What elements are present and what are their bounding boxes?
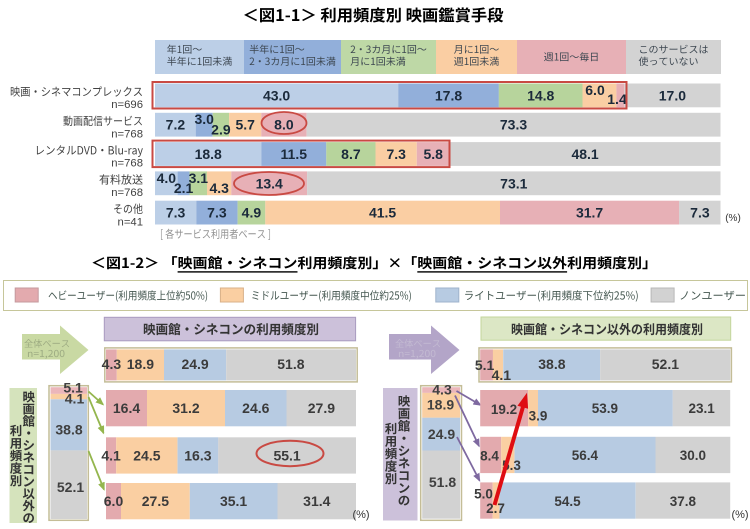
svg-text:n=768: n=768 xyxy=(111,187,143,199)
svg-text:54.5: 54.5 xyxy=(554,494,581,509)
svg-text:6.0: 6.0 xyxy=(104,493,124,509)
svg-text:4.9: 4.9 xyxy=(242,205,262,221)
svg-text:5.0: 5.0 xyxy=(474,487,493,502)
svg-text:7.3: 7.3 xyxy=(386,146,406,162)
svg-text:27.9: 27.9 xyxy=(308,400,335,416)
svg-text:18.9: 18.9 xyxy=(427,397,454,413)
svg-text:2.9: 2.9 xyxy=(211,121,231,137)
svg-text:7.2: 7.2 xyxy=(166,117,186,133)
svg-text:38.8: 38.8 xyxy=(538,356,565,372)
svg-text:11.5: 11.5 xyxy=(281,146,308,162)
svg-text:(%): (%) xyxy=(725,213,741,224)
svg-text:6.0: 6.0 xyxy=(585,82,605,98)
svg-text:48.1: 48.1 xyxy=(571,146,598,162)
svg-text:8.7: 8.7 xyxy=(341,146,361,162)
svg-text:5.1: 5.1 xyxy=(63,380,83,396)
svg-text:52.1: 52.1 xyxy=(652,356,679,372)
svg-text:7.3: 7.3 xyxy=(166,205,186,221)
svg-text:4.3: 4.3 xyxy=(209,180,229,196)
svg-text:16.3: 16.3 xyxy=(184,447,211,463)
svg-text:4.1: 4.1 xyxy=(101,447,121,463)
svg-text:3.0: 3.0 xyxy=(194,111,214,127)
svg-text:16.4: 16.4 xyxy=(113,400,140,416)
svg-text:n=768: n=768 xyxy=(111,128,143,140)
svg-text:51.8: 51.8 xyxy=(429,474,456,490)
svg-text:8.0: 8.0 xyxy=(274,117,294,133)
svg-text:31.7: 31.7 xyxy=(576,205,603,221)
svg-text:13.4: 13.4 xyxy=(256,175,283,191)
svg-text:8.4: 8.4 xyxy=(480,449,499,464)
svg-text:35.1: 35.1 xyxy=(220,493,247,509)
svg-text:27.5: 27.5 xyxy=(142,493,169,509)
svg-text:73.3: 73.3 xyxy=(500,117,527,133)
svg-text:1.4: 1.4 xyxy=(607,91,627,107)
svg-text:37.8: 37.8 xyxy=(670,494,697,509)
svg-text:18.8: 18.8 xyxy=(195,146,222,162)
svg-text:14.8: 14.8 xyxy=(527,87,554,103)
svg-text:7.3: 7.3 xyxy=(690,205,710,221)
svg-text:3.1: 3.1 xyxy=(189,170,209,186)
svg-text:4.3: 4.3 xyxy=(102,356,122,372)
svg-text:24.5: 24.5 xyxy=(133,447,160,463)
svg-text:2.7: 2.7 xyxy=(486,501,505,516)
svg-text:n=41: n=41 xyxy=(118,216,143,228)
svg-text:43.0: 43.0 xyxy=(263,87,290,103)
svg-text:(%): (%) xyxy=(352,509,369,521)
svg-text:31.2: 31.2 xyxy=(172,400,199,416)
svg-text:n=696: n=696 xyxy=(111,99,143,111)
svg-text:5.1: 5.1 xyxy=(475,357,495,373)
svg-text:56.4: 56.4 xyxy=(572,448,599,463)
svg-text:24.9: 24.9 xyxy=(428,426,455,442)
svg-text:53.9: 53.9 xyxy=(592,401,618,416)
svg-text:2.1: 2.1 xyxy=(174,180,194,196)
svg-text:17.0: 17.0 xyxy=(659,87,686,103)
svg-text:24.9: 24.9 xyxy=(181,356,208,372)
svg-text:52.1: 52.1 xyxy=(57,479,84,495)
svg-text:4.1: 4.1 xyxy=(492,367,512,383)
svg-text:4.1: 4.1 xyxy=(65,391,85,407)
svg-text:7.3: 7.3 xyxy=(207,205,227,221)
svg-text:38.8: 38.8 xyxy=(55,422,82,438)
svg-text:51.8: 51.8 xyxy=(277,356,304,372)
svg-text:17.8: 17.8 xyxy=(435,87,462,103)
svg-text:5.8: 5.8 xyxy=(423,146,443,162)
svg-text:55.1: 55.1 xyxy=(273,447,300,463)
svg-text:18.9: 18.9 xyxy=(127,356,154,372)
svg-text:5.7: 5.7 xyxy=(235,117,255,133)
svg-text:23.1: 23.1 xyxy=(688,401,715,416)
svg-text:41.5: 41.5 xyxy=(369,205,396,221)
svg-text:3.9: 3.9 xyxy=(529,408,548,423)
svg-text:19.2: 19.2 xyxy=(491,402,517,417)
svg-text:73.1: 73.1 xyxy=(500,175,527,191)
svg-text:4.0: 4.0 xyxy=(157,170,177,186)
svg-text:4.3: 4.3 xyxy=(432,382,452,398)
svg-text:30.0: 30.0 xyxy=(680,448,706,463)
svg-text:(%): (%) xyxy=(731,509,748,521)
svg-text:31.4: 31.4 xyxy=(303,493,330,509)
svg-text:n=768: n=768 xyxy=(111,158,143,170)
svg-text:24.6: 24.6 xyxy=(242,400,269,416)
